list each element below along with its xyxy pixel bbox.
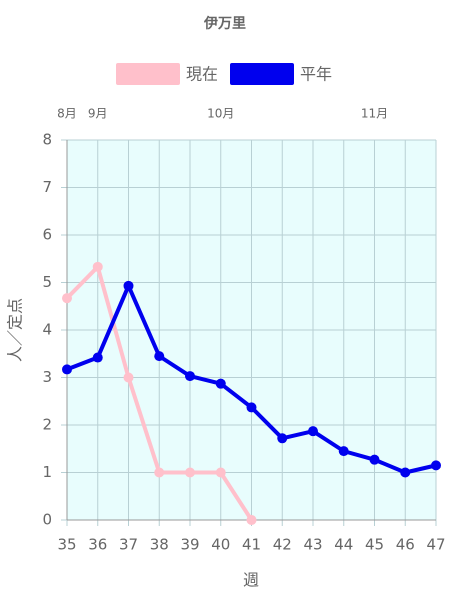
x-tick-label: 42 (273, 536, 292, 554)
x-axis-label: 週 (243, 571, 259, 590)
y-tick-label: 7 (42, 178, 52, 196)
x-tick-label: 38 (150, 536, 169, 554)
x-tick-label: 40 (211, 536, 230, 554)
point (92, 352, 103, 363)
point (185, 467, 195, 478)
point (246, 515, 257, 525)
legend-swatch (116, 63, 180, 85)
point (308, 426, 318, 437)
x-tick-label: 47 (426, 536, 445, 554)
point (277, 433, 288, 444)
x-tick-label: 35 (57, 536, 76, 554)
point (369, 454, 380, 465)
chart-title: 伊万里 (203, 15, 246, 32)
point (215, 467, 226, 478)
point (123, 280, 134, 291)
x-tick-label: 41 (242, 536, 261, 554)
point (338, 446, 349, 457)
y-tick-label: 8 (42, 131, 52, 149)
point (154, 467, 165, 478)
month-label: 9月 (88, 107, 108, 121)
legend-label: 現在 (186, 65, 218, 84)
month-label: 11月 (361, 107, 388, 121)
point (123, 372, 134, 383)
point (246, 402, 257, 413)
month-label: 8月 (57, 107, 77, 121)
x-tick-label: 43 (303, 536, 322, 554)
month-label: 10月 (207, 107, 234, 121)
x-tick-label: 45 (365, 536, 384, 554)
point (62, 293, 72, 304)
legend-swatch (230, 63, 294, 85)
x-tick-label: 39 (180, 536, 199, 554)
point (62, 364, 72, 375)
point (92, 261, 103, 272)
y-tick-label: 0 (42, 511, 52, 529)
x-tick-label: 46 (396, 536, 415, 554)
y-tick-label: 3 (42, 368, 52, 386)
x-tick-label: 36 (88, 536, 107, 554)
x-tick-label: 44 (334, 536, 353, 554)
point (400, 467, 411, 478)
point (185, 371, 195, 382)
y-tick-label: 5 (42, 273, 52, 291)
y-tick-label: 4 (42, 321, 52, 339)
legend-label: 平年 (300, 65, 332, 84)
point (154, 351, 165, 362)
y-axis-label: 人／定点 (6, 298, 25, 362)
point (431, 460, 441, 471)
y-tick-label: 1 (42, 463, 52, 481)
y-tick-label: 6 (42, 226, 52, 244)
y-tick-label: 2 (42, 416, 52, 434)
point (215, 378, 226, 389)
x-tick-label: 37 (119, 536, 138, 554)
